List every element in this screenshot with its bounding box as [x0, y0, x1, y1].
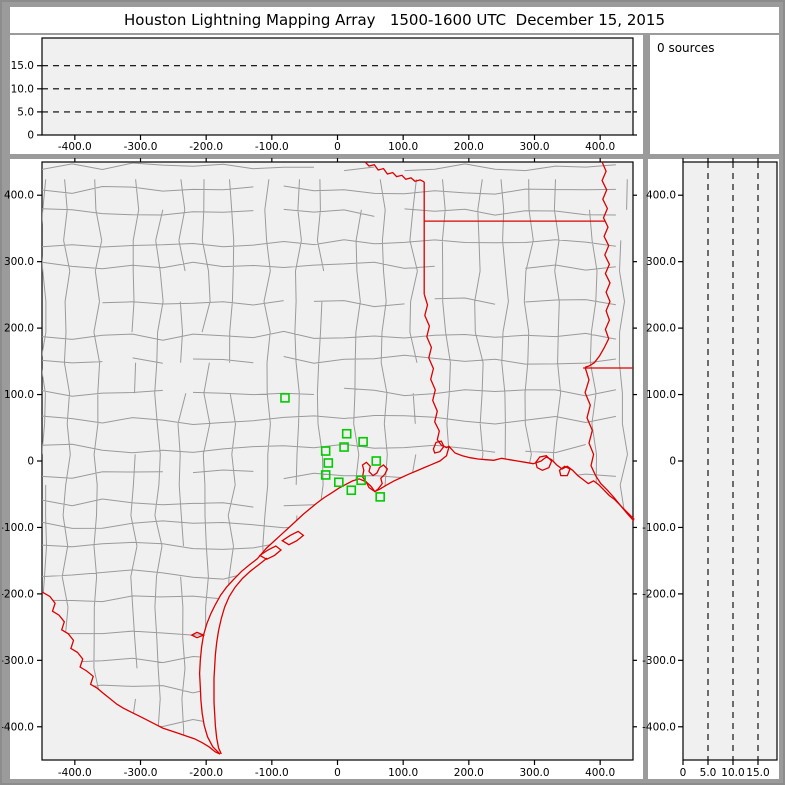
tick-label: 200.0 — [646, 323, 676, 335]
tick-label: 10.0 — [721, 767, 744, 779]
alt-ew-plot: 0 5.0 10.0 15.0 -400.0 -300.0 -200.0 -100.0 0 100… — [11, 37, 637, 153]
lma-stations — [280, 393, 385, 502]
tick-label: -100.0 — [255, 141, 289, 153]
title-bar: Houston Lightning Mapping Array 1500-160… — [10, 7, 779, 33]
tick-label: -400.0 — [58, 767, 92, 779]
geo-sabine-lake — [432, 440, 445, 454]
sources-count-label: 0 sources — [657, 41, 715, 55]
tick-label: -100.0 — [642, 522, 676, 534]
tick-label: 100.0 — [646, 389, 676, 401]
tick-label: -300.0 — [642, 655, 676, 667]
lma-station-marker — [356, 475, 366, 486]
tick-label: -200.0 — [642, 588, 676, 600]
geo-atchafalaya-bay — [558, 465, 571, 477]
tick-label: 15.0 — [11, 60, 34, 72]
tick-label: 400.0 — [585, 767, 615, 779]
tick-label: -200.0 — [2, 588, 34, 600]
tick-label: -400.0 — [2, 721, 34, 733]
tick-label: -300.0 — [124, 141, 158, 153]
map-plot: -400.0 -300.0 -200.0 -100.0 0 100.0 200.0 300.0… — [2, 158, 637, 779]
tick-label: 0 — [27, 456, 34, 468]
tick-label: 0 — [334, 141, 341, 153]
tick-label: -100.0 — [255, 767, 289, 779]
geo-marsh-island — [535, 454, 553, 472]
geo-red-river — [364, 161, 425, 183]
lma-station-marker — [341, 428, 352, 439]
tick-label: 200.0 — [4, 323, 34, 335]
window-title: Houston Lightning Mapping Array 1500-160… — [123, 11, 665, 29]
tick-label: 300.0 — [646, 256, 676, 268]
lma-station-marker — [358, 436, 368, 447]
tick-label: 300.0 — [519, 767, 549, 779]
lma-station-marker — [320, 446, 331, 456]
geo-mississippi-river-upper — [584, 161, 611, 368]
lma-station-marker — [320, 470, 331, 480]
lma-station-marker — [334, 477, 344, 488]
geo-aransas-bay — [281, 530, 305, 546]
tick-label: 0 — [669, 456, 676, 468]
tick-label: 10.0 — [11, 83, 34, 95]
plot-surface[interactable] — [682, 161, 778, 761]
tick-label: 400.0 — [4, 190, 34, 202]
lma-station-marker — [371, 456, 382, 466]
geo-matagorda-bay — [258, 545, 283, 561]
tick-label: -400.0 — [642, 721, 676, 733]
tick-label: 200.0 — [454, 767, 484, 779]
geo-sabine-river — [423, 294, 450, 449]
tick-label: 100.0 — [388, 767, 418, 779]
tick-label: 100.0 — [4, 389, 34, 401]
tick-label: -300.0 — [2, 655, 34, 667]
tick-label: 100.0 — [388, 141, 418, 153]
tick-label: -400.0 — [58, 141, 92, 153]
lma-station-marker — [280, 393, 290, 403]
alt-ns-plot: 400.0 300.0 200.0 100.0 0 -100.0 -200.0 -300.0 -… — [642, 158, 778, 779]
tick-label: 0 — [680, 767, 687, 779]
plot-surface[interactable] — [41, 37, 634, 136]
geo-padre-island — [213, 557, 268, 755]
tick-label: -200.0 — [189, 767, 223, 779]
lma-station-marker — [346, 485, 357, 496]
tick-label: 300.0 — [4, 256, 34, 268]
tick-label: 300.0 — [519, 141, 549, 153]
geo-rio-grande — [41, 591, 221, 755]
tick-label: 200.0 — [454, 141, 484, 153]
lma-station-marker — [323, 458, 334, 468]
tick-label: 5.0 — [17, 106, 34, 118]
tick-label: 15.0 — [746, 767, 769, 779]
plot-surface[interactable] — [41, 161, 634, 761]
state-borders-and-coastline — [41, 161, 635, 755]
tick-label: 5.0 — [700, 767, 717, 779]
tick-label: 400.0 — [646, 190, 676, 202]
tick-label: 400.0 — [585, 141, 615, 153]
lma-station-marker — [375, 492, 385, 502]
tick-label: 0 — [334, 767, 341, 779]
tick-label: -300.0 — [124, 767, 158, 779]
tick-label: -100.0 — [2, 522, 34, 534]
geo-gulf-coast — [198, 445, 635, 755]
geo-baffin-bay — [190, 631, 206, 639]
lma-station-marker — [339, 442, 349, 452]
tick-label: -200.0 — [189, 141, 223, 153]
sources-count-panel: 0 sources — [650, 35, 779, 154]
tick-label: 0 — [27, 130, 34, 142]
